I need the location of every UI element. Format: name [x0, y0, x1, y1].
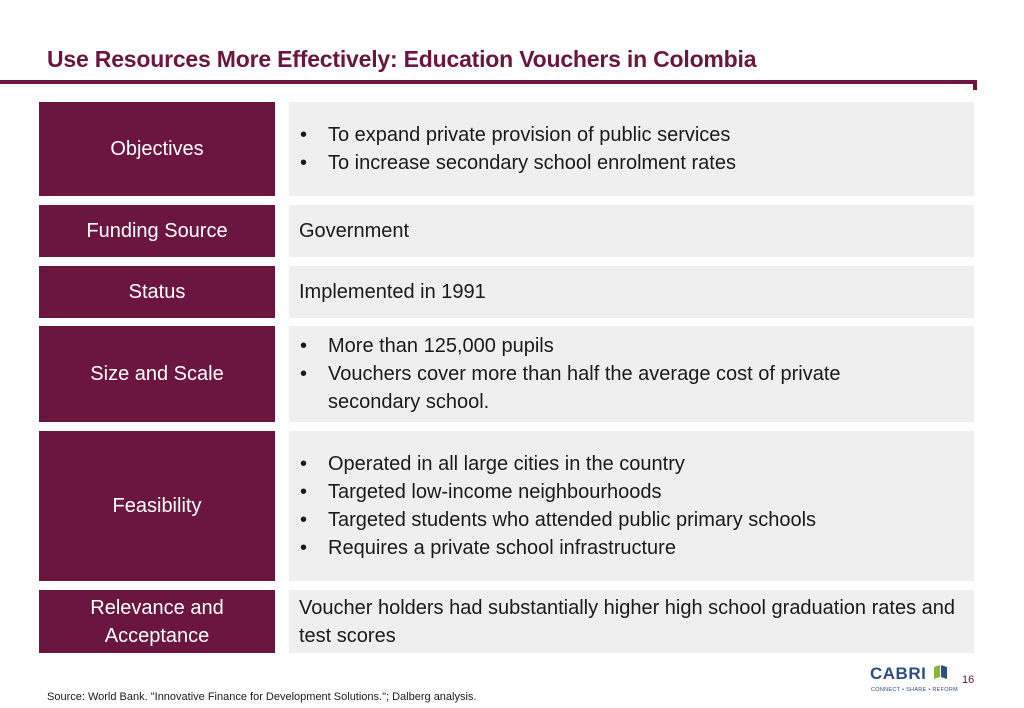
- bullet-list: Operated in all large cities in the coun…: [299, 450, 964, 562]
- logo-mark-icon: [934, 665, 947, 679]
- row-label-status: Status: [39, 266, 275, 318]
- bullet-list: More than 125,000 pupils Vouchers cover …: [299, 332, 964, 416]
- row-value: Government: [299, 220, 410, 242]
- row-label-size-and-scale: Size and Scale: [39, 326, 275, 422]
- list-item: To increase secondary school enrolment r…: [299, 149, 964, 177]
- row-content-funding-source: Government: [289, 205, 974, 257]
- row-label-text: Feasibility: [112, 495, 202, 517]
- list-item: Targeted students who attended public pr…: [299, 506, 964, 534]
- row-content-feasibility: Operated in all large cities in the coun…: [289, 431, 974, 581]
- logo-tagline: CONNECT • SHARE • REFORM: [871, 687, 959, 693]
- row-label-text: Relevance and Acceptance: [90, 596, 224, 647]
- page-number: 16: [962, 674, 975, 686]
- row-content-objectives: To expand private provision of public se…: [289, 102, 974, 196]
- row-content-status: Implemented in 1991: [289, 266, 974, 318]
- title-divider-end: [973, 80, 977, 90]
- title-divider: [0, 80, 977, 84]
- row-label-objectives: Objectives: [39, 102, 275, 196]
- row-label-text: Objectives: [110, 138, 204, 160]
- logo-wordmark: CABRI: [870, 664, 927, 683]
- row-content-relevance-and-acceptance: Voucher holders had substantially higher…: [289, 590, 974, 653]
- row-label-text: Size and Scale: [90, 363, 224, 385]
- row-content-size-and-scale: More than 125,000 pupils Vouchers cover …: [289, 326, 974, 422]
- row-label-text: Funding Source: [86, 220, 228, 242]
- page-title: Use Resources More Effectively: Educatio…: [47, 46, 757, 72]
- list-item: Requires a private school infrastructure: [299, 534, 964, 562]
- bullet-list: To expand private provision of public se…: [299, 121, 964, 177]
- row-value: Implemented in 1991: [299, 281, 486, 303]
- row-label-text: Status: [128, 281, 186, 303]
- row-label-funding-source: Funding Source: [39, 205, 275, 257]
- list-item: To expand private provision of public se…: [299, 121, 964, 149]
- source-note: Source: World Bank. "Innovative Finance …: [47, 691, 477, 703]
- row-label-feasibility: Feasibility: [39, 431, 275, 581]
- row-value: Voucher holders had substantially higher…: [299, 596, 955, 647]
- list-item: Operated in all large cities in the coun…: [299, 450, 964, 478]
- list-item: Vouchers cover more than half the averag…: [299, 360, 964, 416]
- list-item: More than 125,000 pupils: [299, 332, 964, 360]
- list-item: Targeted low-income neighbourhoods: [299, 478, 964, 506]
- cabri-logo: CABRI CONNECT • SHARE • REFORM: [868, 662, 958, 696]
- row-label-relevance-and-acceptance: Relevance and Acceptance: [39, 590, 275, 653]
